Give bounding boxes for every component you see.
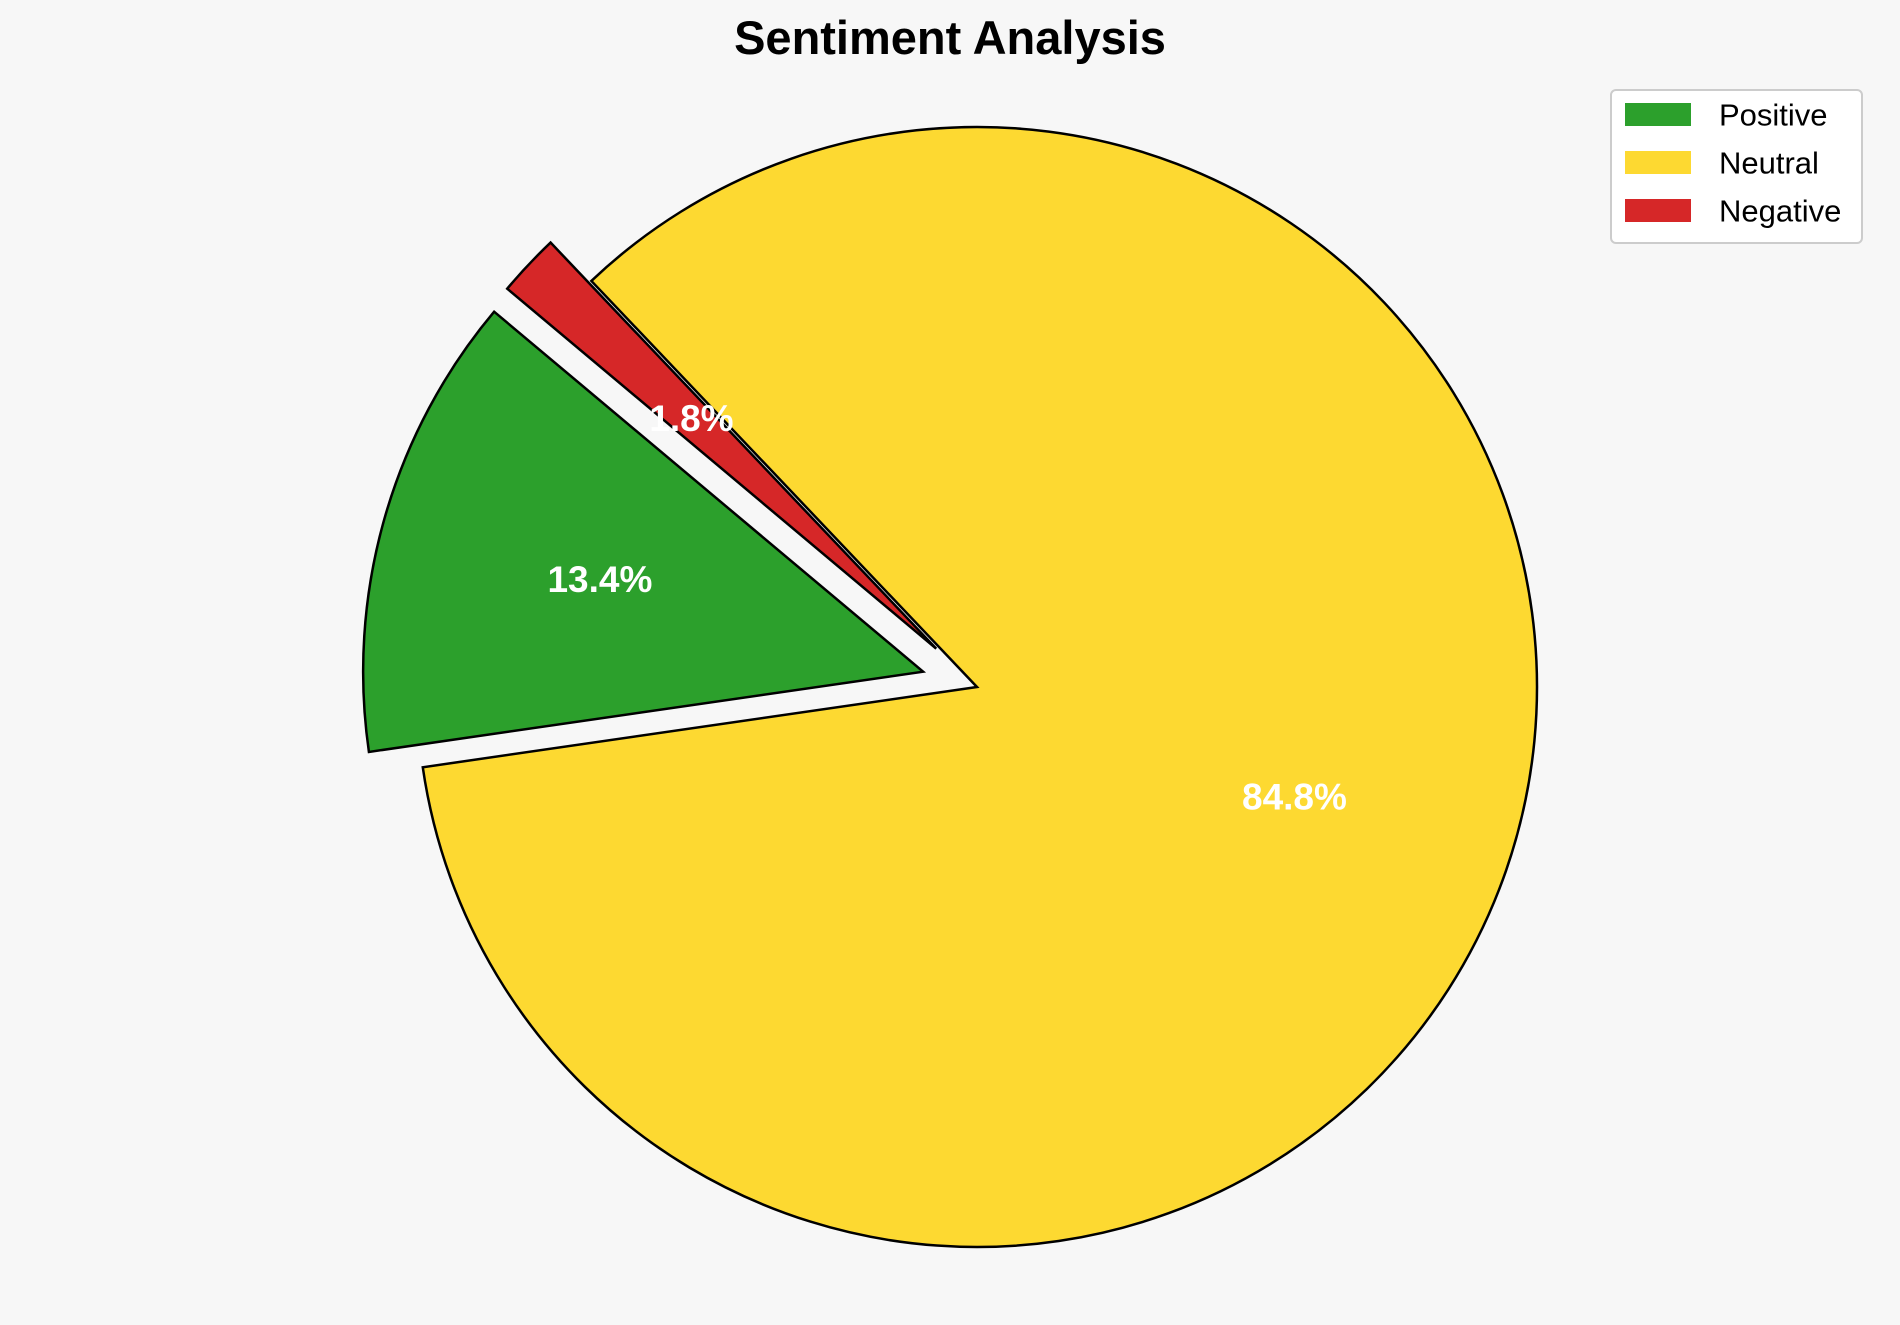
legend-label-positive: Positive [1719,98,1828,133]
pie-slice-negative [505,240,938,650]
slice-label-positive: 13.4% [547,559,652,600]
slice-label-neutral: 84.8% [1242,777,1347,818]
legend-label-neutral: Neutral [1719,146,1819,181]
slice-label-negative: 1.8% [649,398,733,439]
legend: Positive Neutral Negative [1610,89,1863,244]
pie-slices [361,125,1539,1249]
legend-swatch-negative [1625,199,1691,222]
legend-label-negative: Negative [1719,194,1841,229]
pie-slice-neutral [421,125,1539,1249]
pie-slice-positive [361,309,927,754]
legend-swatch-neutral [1625,151,1691,174]
pie-slice-labels: 13.4% 84.8% 1.8% [547,398,1346,818]
legend-swatch-positive [1625,103,1691,126]
chart-title: Sentiment Analysis [734,11,1166,64]
